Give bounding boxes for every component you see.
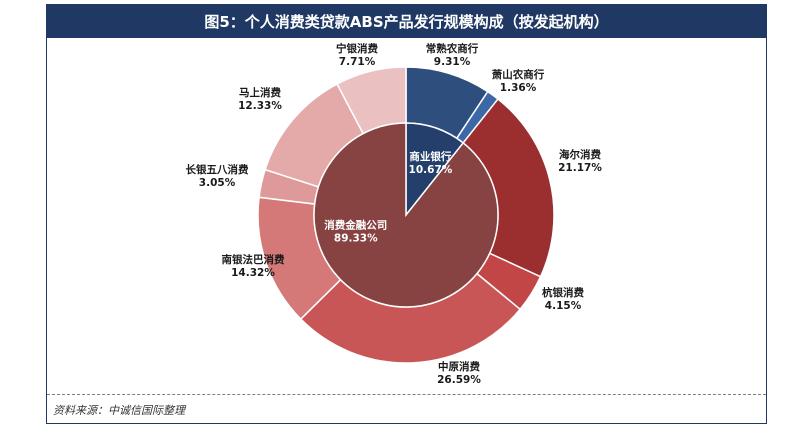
slice-label: 中原消费	[438, 360, 480, 373]
chart-title: 图5：个人消费类贷款ABS产品发行规模构成（按发起机构）	[47, 5, 766, 38]
slice-label: 萧山农商行	[492, 68, 545, 81]
slice-value-label: 10.67%	[409, 164, 453, 176]
slice-label: 海尔消费	[559, 148, 601, 161]
slice-value-label: 9.31%	[434, 56, 471, 68]
chart-frame: 图5：个人消费类贷款ABS产品发行规模构成（按发起机构） 商业银行 10.67% 消…	[46, 4, 767, 424]
source-divider	[47, 394, 766, 395]
slice-value-label: 1.36%	[500, 82, 537, 94]
slice-value-label: 14.32%	[231, 267, 275, 279]
slice-value-label: 4.15%	[545, 300, 582, 312]
slice-label: 长银五八消费	[186, 163, 249, 176]
slice-value-label: 3.05%	[199, 177, 236, 189]
slice-label: 马上消费	[239, 86, 281, 99]
slice-value-label: 89.33%	[334, 232, 378, 244]
source-note: 资料来源：中诚信国际整理	[53, 404, 185, 417]
slice-value-label: 7.71%	[339, 56, 376, 68]
slice-value-label: 21.17%	[558, 162, 602, 174]
slice-label: 消费金融公司	[324, 218, 387, 231]
slice-value-label: 26.59%	[437, 374, 481, 386]
slice-label: 南银法巴消费	[222, 253, 285, 266]
slice-value-label: 12.33%	[238, 100, 282, 112]
inner-slice	[313, 122, 499, 308]
slice-label: 杭银消费	[542, 286, 584, 299]
slice-label: 商业银行	[409, 150, 451, 163]
slice-label: 宁银消费	[336, 42, 378, 55]
slice-label: 常熟农商行	[426, 42, 479, 55]
